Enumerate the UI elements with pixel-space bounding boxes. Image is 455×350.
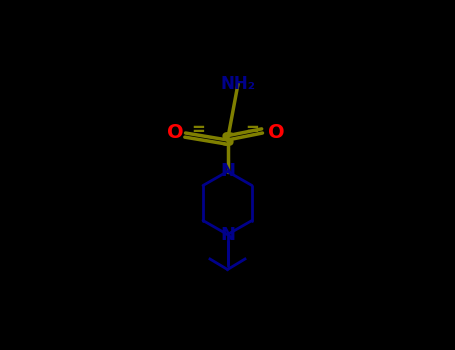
Text: O: O <box>167 124 183 142</box>
Text: S: S <box>221 131 234 149</box>
Text: NH₂: NH₂ <box>221 75 256 93</box>
Text: N: N <box>220 162 235 181</box>
Text: O: O <box>268 124 285 142</box>
Text: =: = <box>191 120 205 139</box>
Text: N: N <box>220 225 235 244</box>
Text: =: = <box>245 120 259 139</box>
